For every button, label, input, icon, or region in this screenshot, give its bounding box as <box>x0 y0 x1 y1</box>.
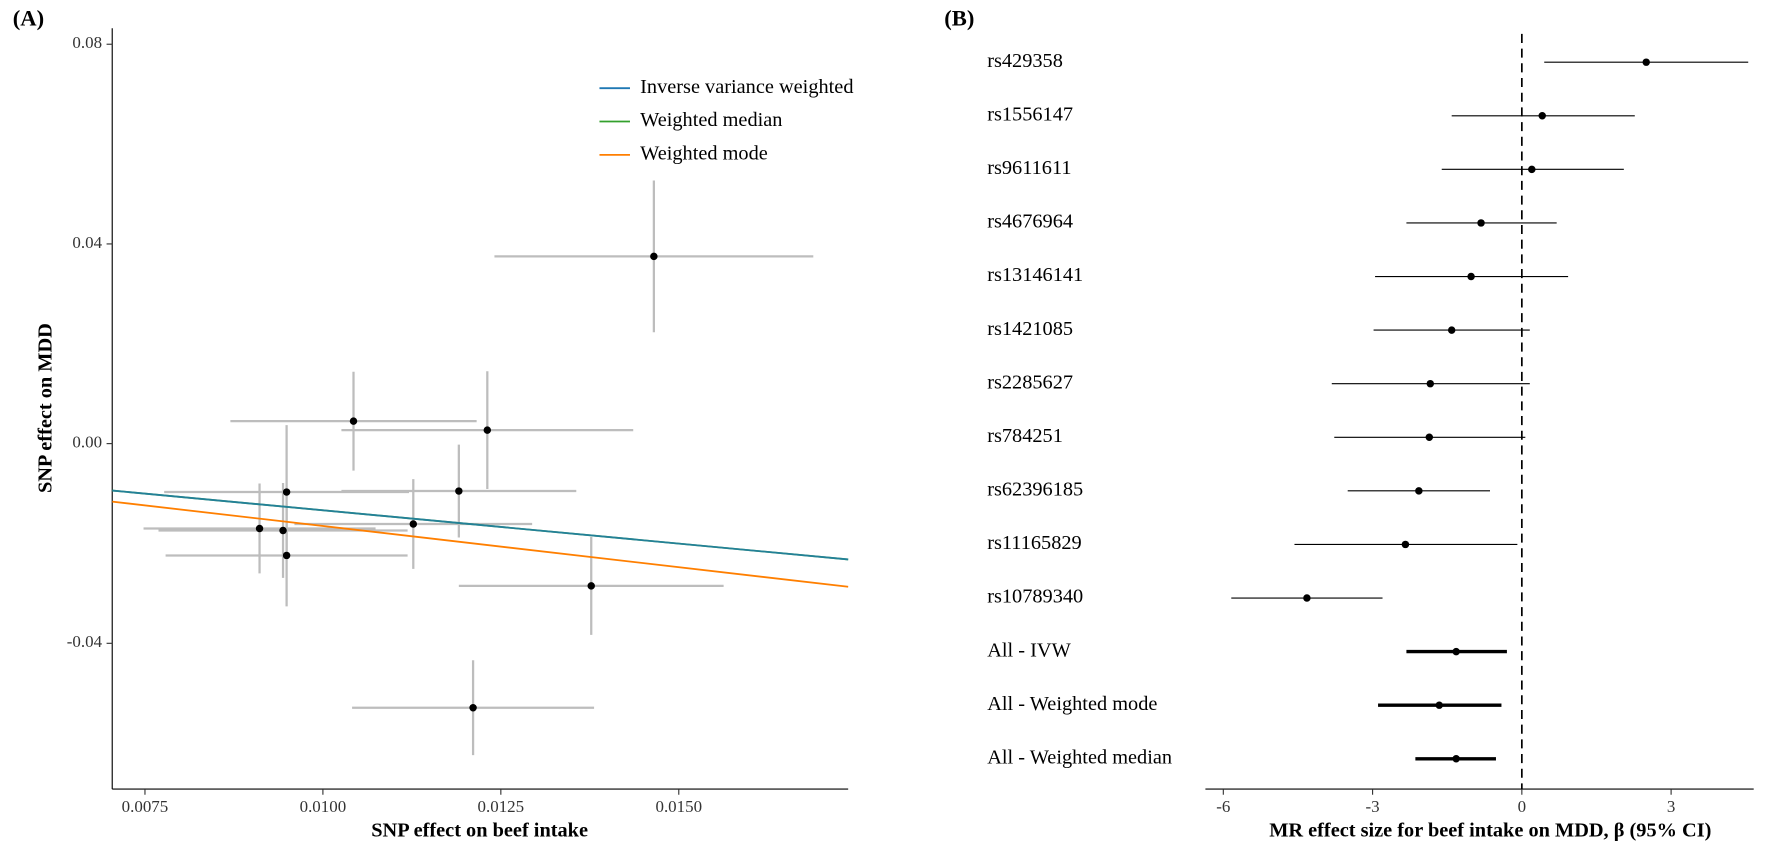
row-label: All - IVW <box>987 639 1071 661</box>
y-tick-label: -0.04 <box>67 632 103 651</box>
row-label: rs784251 <box>987 425 1063 447</box>
point <box>587 582 595 590</box>
regression-line <box>112 489 849 561</box>
estimate-point <box>1452 755 1460 763</box>
y-tick-label: 0.08 <box>72 33 102 52</box>
point <box>483 426 492 434</box>
row-label: rs4676964 <box>987 211 1073 233</box>
estimate-point <box>1426 379 1435 388</box>
row-label: rs1421085 <box>987 318 1073 340</box>
point <box>469 703 477 712</box>
estimate-point <box>1538 112 1546 120</box>
estimate-point <box>1303 594 1311 602</box>
point <box>349 417 358 425</box>
row-label: rs9611611 <box>987 157 1071 179</box>
estimate-point <box>1528 165 1536 174</box>
panel-label: (B) <box>944 6 974 31</box>
row-label: rs1556147 <box>987 103 1073 125</box>
row-label: rs2285627 <box>987 371 1073 393</box>
point <box>282 488 291 496</box>
y-axis-title: SNP effect on MDD <box>34 323 56 493</box>
x-tick-label: 0.0100 <box>300 797 347 816</box>
row-label: rs62396185 <box>987 479 1083 501</box>
x-tick-label: 0.0150 <box>655 797 702 816</box>
point <box>255 524 264 533</box>
x-tick-label: 0.0125 <box>478 797 525 816</box>
x-tick-label: 0 <box>1518 797 1526 816</box>
estimate-point <box>1477 219 1485 227</box>
point <box>282 551 291 560</box>
point <box>279 526 287 535</box>
point <box>455 487 463 495</box>
y-tick-label: 0.00 <box>72 433 102 452</box>
legend-label: Inverse variance weighted <box>640 76 853 98</box>
row-label: rs11165829 <box>987 532 1081 554</box>
row-label: All - Weighted mode <box>987 693 1157 715</box>
row-label: rs13146141 <box>987 264 1083 286</box>
x-axis-title: MR effect size for beef intake on MDD, β… <box>1269 820 1711 842</box>
estimate-point <box>1425 433 1434 442</box>
estimate-point <box>1467 272 1475 281</box>
estimate-point <box>1452 647 1460 656</box>
estimate-point <box>1415 487 1423 495</box>
x-tick-label: 0.0075 <box>122 797 169 816</box>
legend-label: Weighted median <box>640 109 782 131</box>
point <box>409 520 418 528</box>
x-tick-label: -3 <box>1366 797 1380 816</box>
regression-line <box>112 500 849 588</box>
row-label: All - Weighted median <box>987 746 1172 768</box>
estimate-point <box>1401 540 1410 549</box>
estimate-point <box>1642 58 1650 66</box>
legend-label: Weighted mode <box>640 143 768 165</box>
estimate-point <box>1435 701 1443 709</box>
panel-label: (A) <box>13 6 44 31</box>
point <box>650 252 658 261</box>
x-tick-label: -6 <box>1216 797 1230 816</box>
x-tick-label: 3 <box>1667 797 1675 816</box>
row-label: rs10789340 <box>987 586 1083 608</box>
y-tick-label: 0.04 <box>72 233 102 252</box>
estimate-point <box>1447 326 1456 334</box>
row-label: rs429358 <box>987 50 1063 72</box>
x-axis-title: SNP effect on beef intake <box>371 820 588 842</box>
